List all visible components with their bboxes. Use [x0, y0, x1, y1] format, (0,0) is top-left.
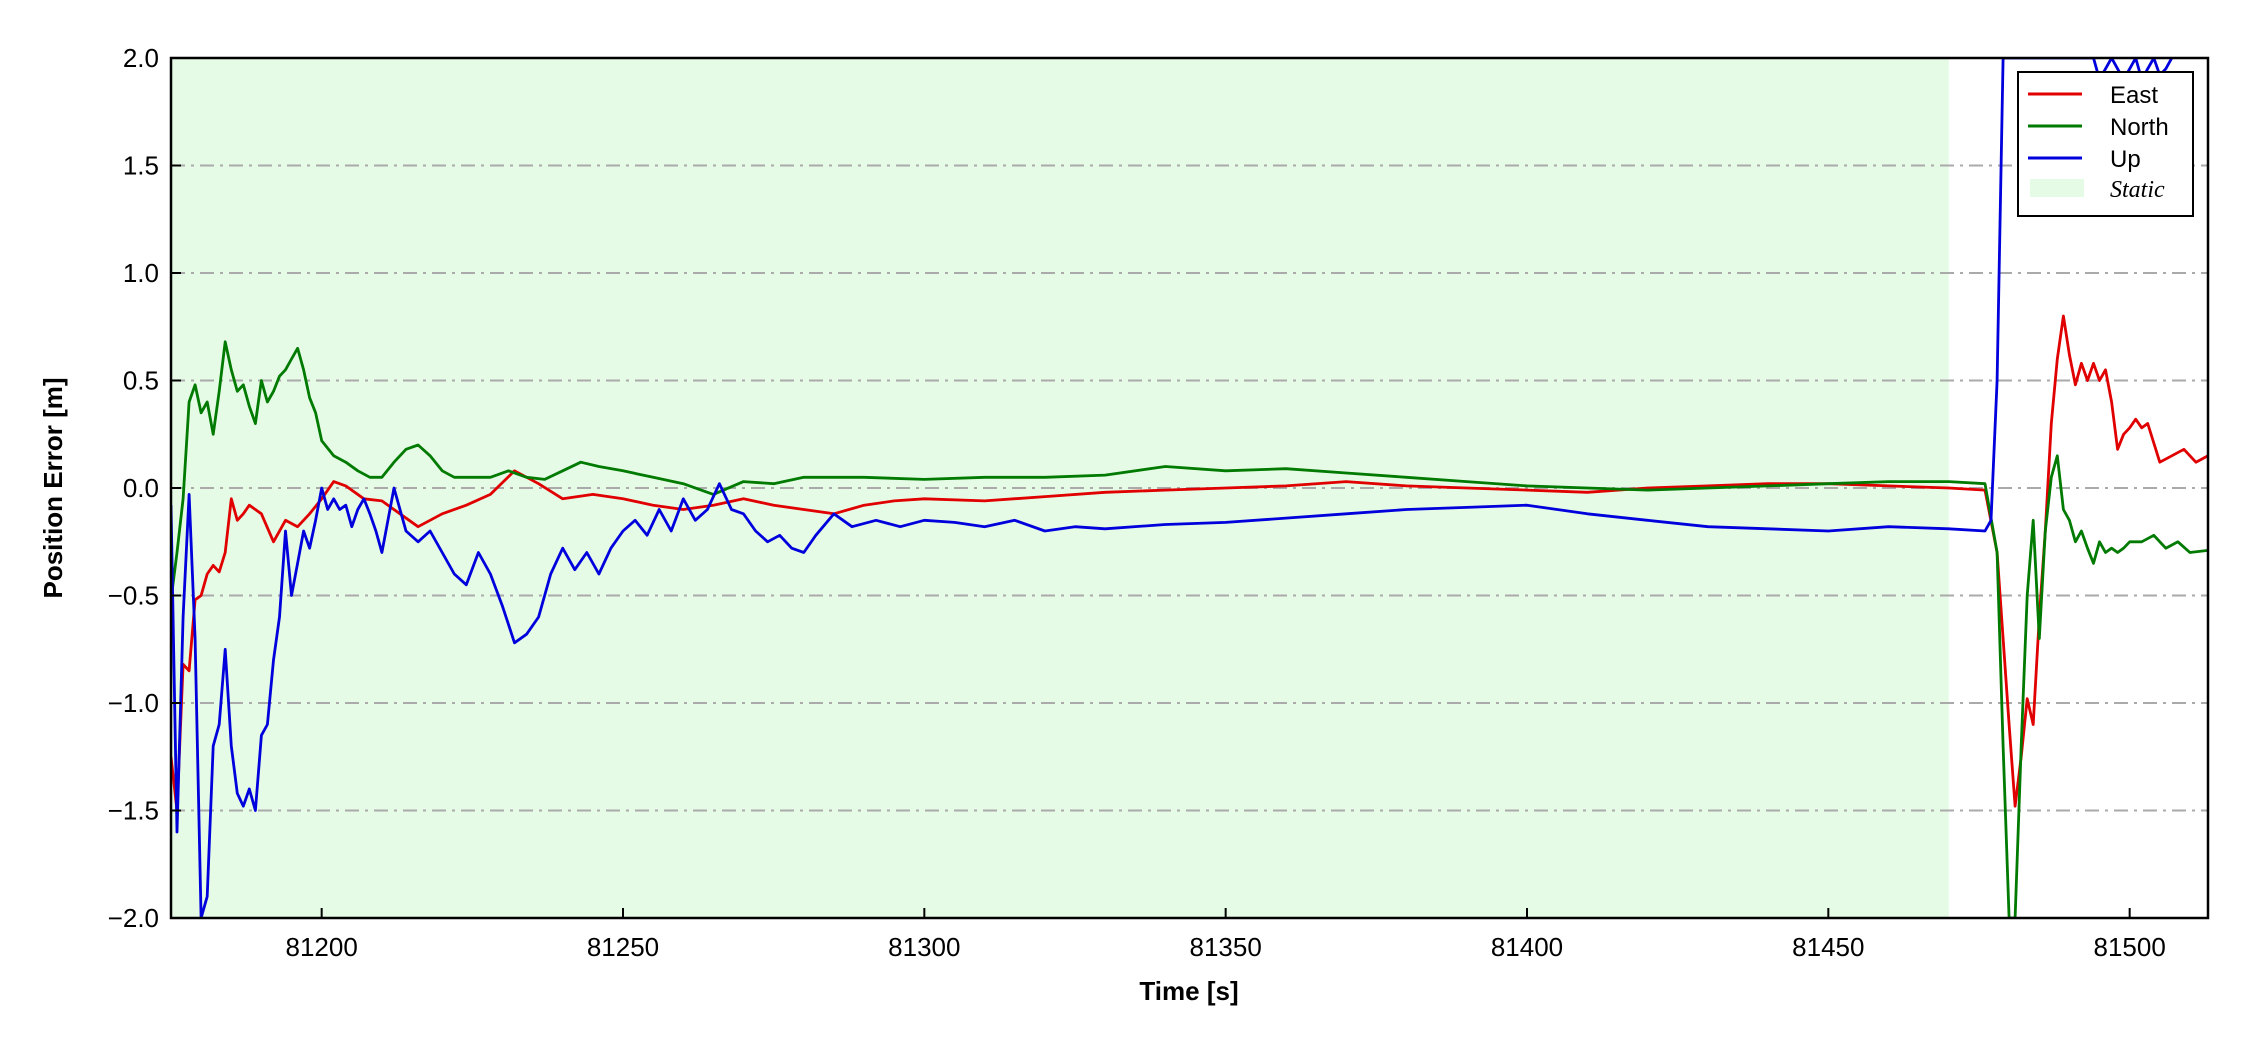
- legend-static-swatch: [2030, 179, 2084, 197]
- series-lines: [171, 58, 2208, 918]
- x-tick-label: 81350: [1190, 932, 1262, 962]
- y-tick-label: −0.5: [108, 581, 159, 611]
- legend: East North Up Static: [2017, 71, 2194, 217]
- legend-up-label: Up: [2110, 146, 2141, 173]
- series-line-north: [171, 340, 2208, 918]
- y-tick-label: −2.0: [108, 903, 159, 933]
- y-tick-label: 1.5: [123, 151, 159, 181]
- x-tick-label: 81200: [286, 932, 358, 962]
- x-tick-label: 81500: [2093, 932, 2165, 962]
- y-tick-label: 2.0: [123, 43, 159, 73]
- y-tick-label: 0.0: [123, 473, 159, 503]
- series-line-up: [171, 58, 2174, 918]
- ticks: −2.0 −1.5 −1.0 −0.5 0.0 0.5 1.0 1.5 2.0 81200 8125…: [108, 43, 2166, 962]
- series-line-east: [171, 314, 2208, 812]
- y-tick-label: −1.5: [108, 796, 159, 826]
- x-axis-title: Time [s]: [1139, 976, 1238, 1006]
- legend-east-label: East: [2110, 82, 2158, 109]
- y-tick-label: 0.5: [123, 366, 159, 396]
- x-tick-label: 81450: [1792, 932, 1864, 962]
- x-tick-label: 81400: [1491, 932, 1563, 962]
- y-tick-label: 1.0: [123, 258, 159, 288]
- x-tick-label: 81300: [888, 932, 960, 962]
- legend-static-label: Static: [2110, 177, 2165, 203]
- x-tick-label: 81250: [587, 932, 659, 962]
- y-tick-label: −1.0: [108, 688, 159, 718]
- y-axis-title: Position Error [m]: [38, 377, 68, 598]
- legend-north-label: North: [2110, 114, 2169, 141]
